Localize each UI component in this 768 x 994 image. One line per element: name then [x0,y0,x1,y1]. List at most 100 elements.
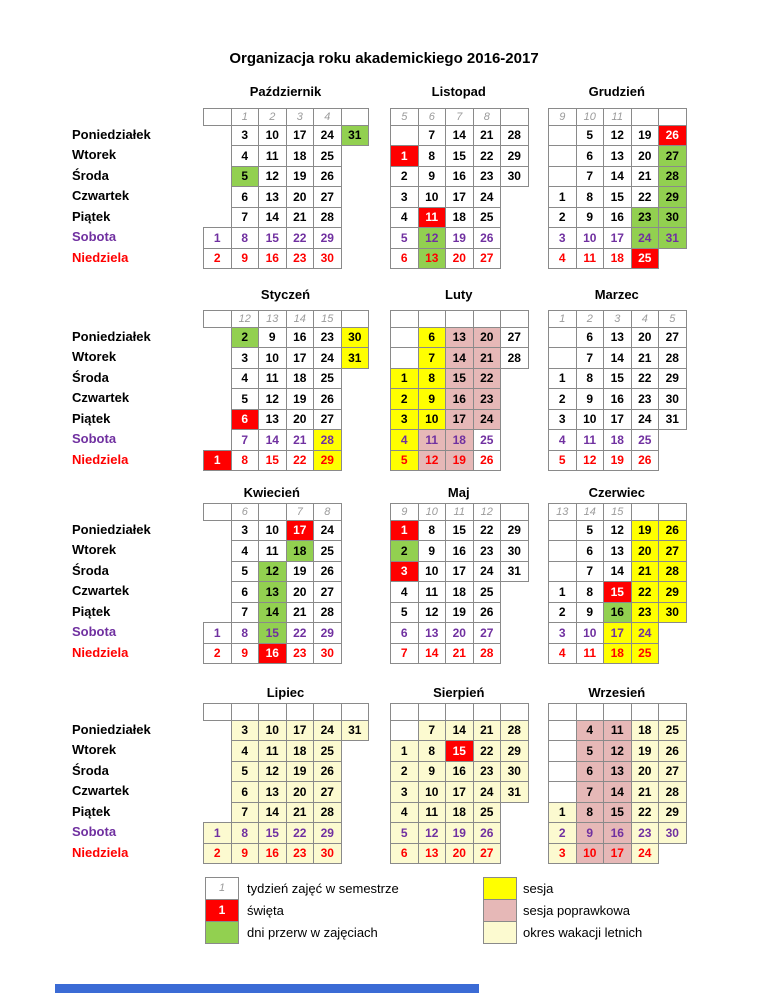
day-cell [204,327,232,348]
day-cell: 14 [603,781,632,803]
week-number-cell [230,703,259,721]
day-cell: 14 [258,429,287,451]
day-cell: 23 [630,822,659,844]
day-cell: 16 [603,206,632,228]
month-title-marzec: Marzec [594,287,639,302]
week-number-cell [445,310,474,328]
day-cell: 1 [390,367,419,389]
day-cell: 24 [313,519,342,541]
day-cell: 24 [313,719,342,741]
week-number-cell: 15 [603,503,632,521]
day-cell: 9 [575,822,604,844]
week-number-cell [500,310,529,328]
day-cell: 26 [313,165,342,187]
legend-label-week: tydzień zajęć w semestrze [247,881,399,896]
day-cell: 30 [658,388,687,410]
day-cell: 28 [658,781,687,803]
week-number-cell [390,703,419,721]
week-number-cell [285,703,314,721]
day-cell: 7 [417,719,446,741]
day-cell: 14 [258,801,287,823]
day-cell [341,368,369,389]
week-number-cell [340,108,369,126]
day-cell: 23 [285,842,314,864]
day-cell: 18 [445,206,474,228]
week-number-cell: 9 [390,503,419,521]
day-cell: 1 [548,186,577,208]
bottom-scrollbar[interactable] [55,984,479,993]
day-cell: 4 [575,719,604,741]
day-cell: 9 [575,388,604,410]
day-cell: 13 [603,540,632,562]
day-cell: 25 [630,429,659,451]
day-cell: 10 [258,519,287,541]
day-cell [501,823,529,844]
day-label-sobota: Sobota [72,824,117,839]
day-cell: 3 [230,347,259,369]
day-cell: 12 [603,124,632,146]
day-cell: 28 [658,560,687,582]
legend-swatch-vacation [483,921,517,944]
day-cell: 21 [472,719,501,741]
day-cell: 4 [548,642,577,664]
day-cell [501,582,529,603]
day-cell: 8 [575,801,604,823]
day-cell: 15 [445,367,474,389]
day-cell: 20 [630,760,659,782]
day-cell: 8 [230,622,259,644]
day-cell [659,430,687,451]
day-cell: 7 [230,801,259,823]
month-table-styczeń: 12 13 14 15 2 9 16 23 30 3 10 17 24 31 4 11 18 25 5 12 19 26 6… [203,310,369,471]
day-cell: 24 [313,124,342,146]
day-cell: 9 [230,842,259,864]
day-cell: 8 [575,367,604,389]
day-cell: 14 [603,560,632,582]
day-cell: 30 [340,326,369,348]
legend-swatch-session [483,877,517,900]
day-cell: 2 [390,540,419,562]
day-cell: 20 [445,842,474,864]
day-cell [548,124,577,146]
day-cell: 8 [417,519,446,541]
day-cell: 19 [445,601,474,623]
day-cell: 27 [658,326,687,348]
day-cell: 22 [472,519,501,541]
day-cell: 8 [230,822,259,844]
day-cell [204,802,232,823]
day-cell: 4 [230,740,259,762]
month-title-styczeń: Styczeń [260,287,311,302]
day-cell: 28 [313,601,342,623]
page-title: Organizacja roku akademickiego 2016-2017 [229,50,539,67]
day-cell: 6 [230,781,259,803]
day-cell: 3 [390,186,419,208]
day-cell: 3 [548,408,577,430]
day-cell: 26 [472,227,501,249]
day-cell: 10 [417,408,446,430]
week-number-cell [472,310,501,328]
day-cell [204,561,232,582]
day-cell: 16 [603,822,632,844]
day-cell: 11 [258,145,287,167]
day-cell: 6 [575,760,604,782]
month-title-wrzesień: Wrzesień [588,685,646,700]
day-cell [501,802,529,823]
day-cell: 17 [285,124,314,146]
day-label-piątek: Piątek [72,603,111,619]
day-cell: 15 [258,622,287,644]
day-cell: 7 [417,347,446,369]
day-cell: 9 [417,760,446,782]
day-cell: 15 [258,822,287,844]
day-label-wtorek: Wtorek [72,742,117,757]
day-cell: 6 [575,145,604,167]
day-cell: 6 [575,326,604,348]
day-cell: 7 [575,165,604,187]
month-title-sierpień: Sierpień [433,685,485,700]
day-cell: 24 [472,560,501,582]
day-label-czwartek: Czwartek [72,390,130,405]
day-cell: 5 [230,388,259,410]
legend-label-holiday: święta [247,903,284,918]
day-label-wtorek: Wtorek [72,147,117,162]
day-cell [501,450,529,471]
day-cell: 19 [630,740,659,762]
day-cell: 4 [390,206,419,228]
